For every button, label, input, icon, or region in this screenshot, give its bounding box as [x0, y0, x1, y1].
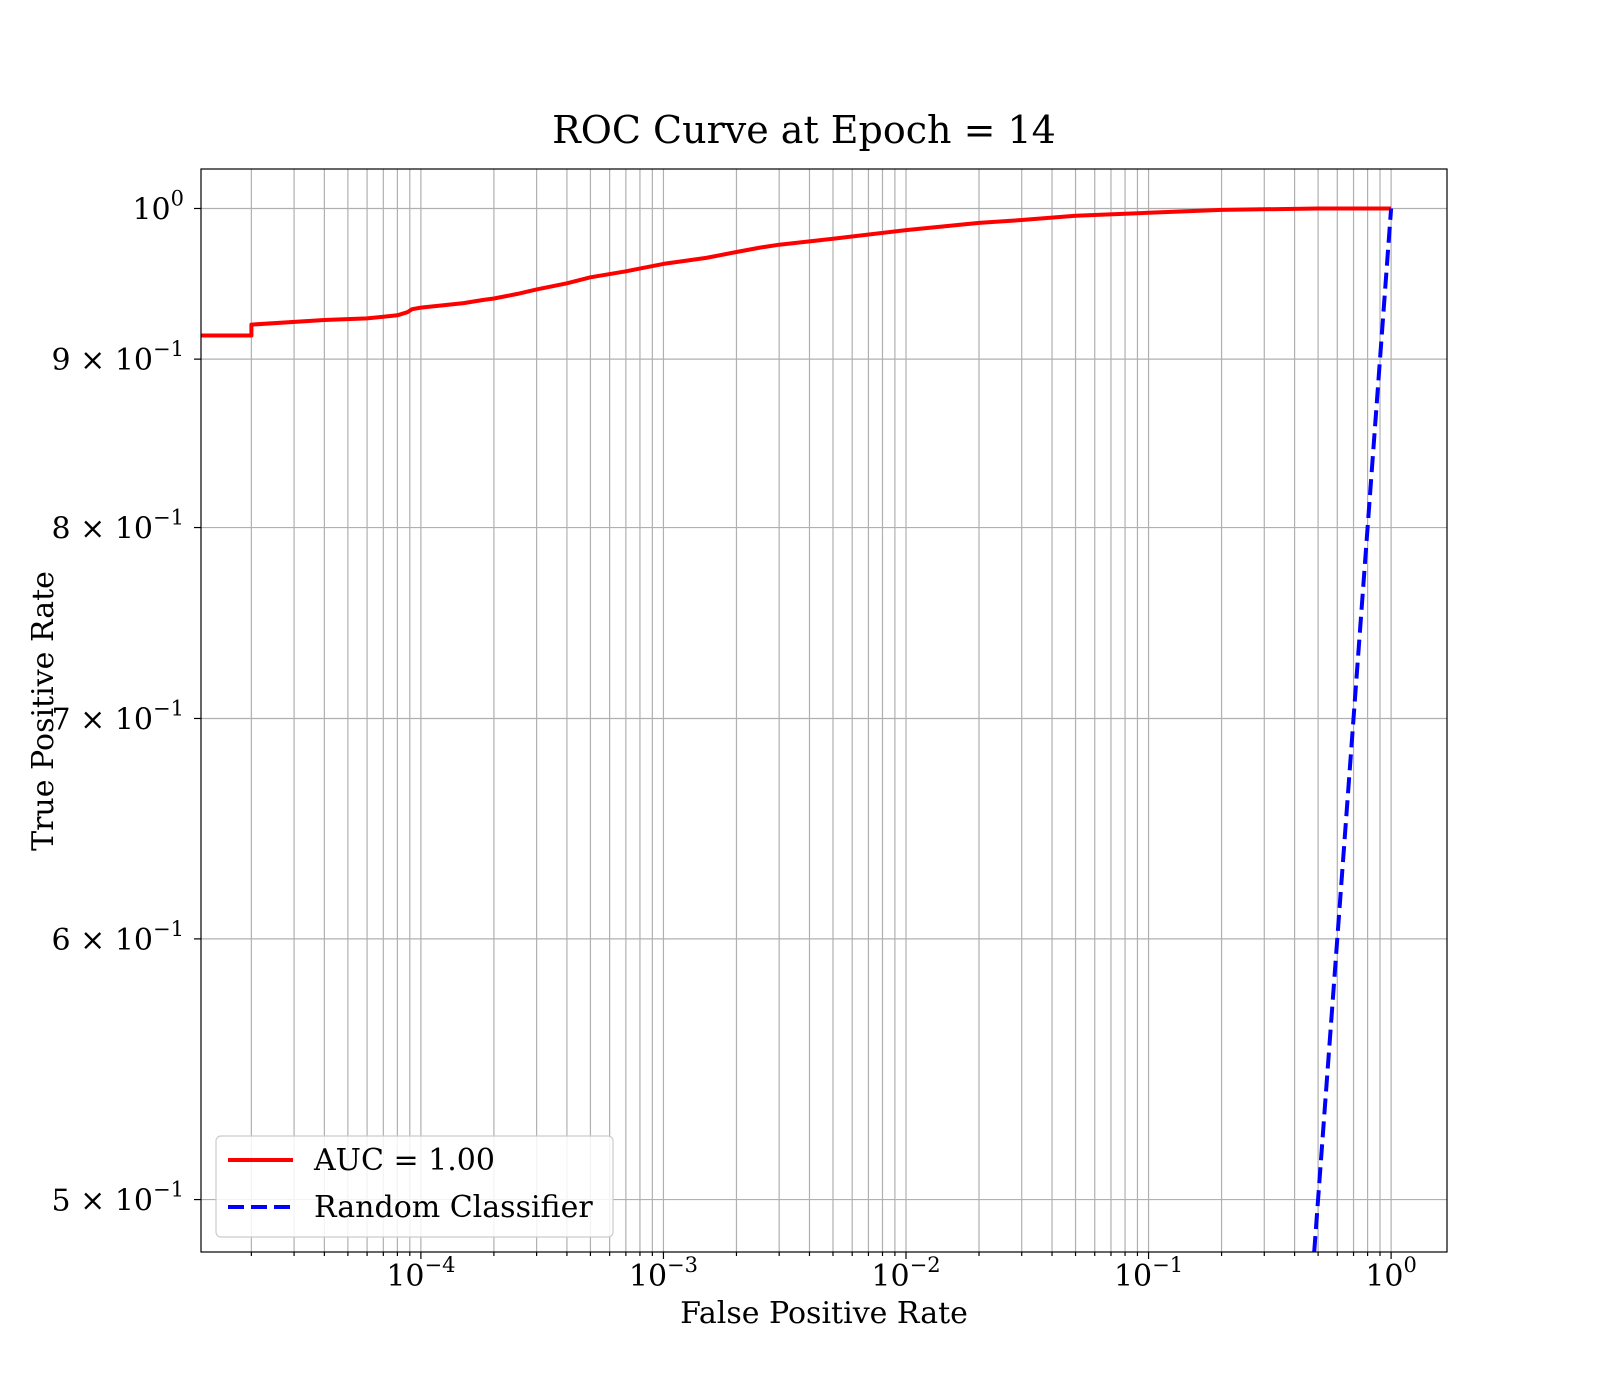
- series-layer: [201, 206, 1394, 1252]
- roc-curve-line: [201, 206, 1392, 338]
- x-tick-label: 10−4: [386, 1253, 455, 1294]
- y-tick-label: 9 × 10−1: [52, 337, 184, 378]
- y-tick-label: 100: [132, 186, 184, 227]
- y-tick-label: 7 × 10−1: [52, 696, 184, 737]
- random-classifier-line: [1312, 208, 1394, 1252]
- grid-lines: [201, 169, 1447, 1252]
- y-tick-label: 5 × 10−1: [52, 1178, 184, 1219]
- y-tick-label: 6 × 10−1: [52, 917, 184, 958]
- x-tick-label: 100: [1365, 1253, 1417, 1294]
- x-axis-label: False Positive Rate: [680, 1296, 968, 1331]
- axis-ticks: 10−4 10−3 10−2 10−1 100 100 9 × 10−1 8 × 10−1 7 …: [52, 186, 1417, 1294]
- x-tick-label: 10−1: [1114, 1253, 1183, 1294]
- plot-area-frame: [200, 168, 1448, 1253]
- legend: AUC = 1.00 Random Classifier: [215, 1135, 614, 1238]
- x-tick-label: 10−3: [629, 1253, 698, 1294]
- legend-box: [215, 1135, 614, 1238]
- y-axis-label: True Positive Rate: [26, 571, 61, 851]
- legend-label-random: Random Classifier: [314, 1190, 593, 1225]
- chart-title: ROC Curve at Epoch = 14: [552, 108, 1056, 152]
- legend-label-auc: AUC = 1.00: [313, 1143, 495, 1178]
- x-tick-label: 10−2: [871, 1253, 940, 1294]
- y-tick-label: 8 × 10−1: [52, 506, 184, 547]
